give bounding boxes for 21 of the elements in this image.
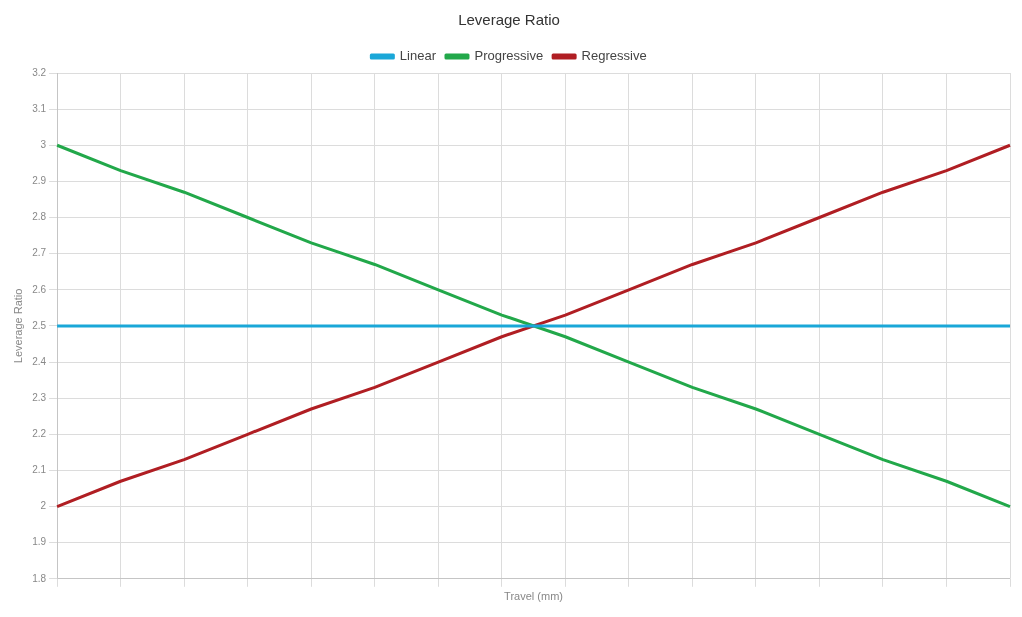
y-tick-label: 2.8 (32, 211, 47, 223)
y-tick-label: 1.9 (32, 536, 47, 548)
y-axis-title: Leverage Ratio (11, 288, 24, 364)
y-tick-label: 2.5 (32, 319, 47, 331)
y-tick-label: 2.4 (32, 355, 47, 367)
y-tick-label: 3 (40, 139, 47, 151)
legend-label: Linear (399, 48, 437, 64)
y-tick-label: 2.9 (32, 175, 47, 187)
y-tick-label: 2.1 (32, 464, 47, 476)
legend-label: Progressive (474, 48, 544, 64)
x-axis-title: Travel (mm) (504, 590, 563, 603)
y-tick-label: 2.6 (32, 283, 47, 295)
y-tick-label: 2.3 (32, 391, 47, 403)
chart-title: Leverage Ratio (458, 11, 560, 29)
y-tick-label: 2.7 (32, 247, 47, 259)
legend-label: Regressive (581, 48, 647, 64)
y-tick-label: 3.1 (32, 102, 47, 114)
y-tick-label: 2 (40, 500, 47, 512)
y-tick-label: 2.2 (32, 428, 47, 440)
y-tick-label: 3.2 (32, 66, 47, 78)
y-tick-label: 1.8 (32, 572, 47, 584)
